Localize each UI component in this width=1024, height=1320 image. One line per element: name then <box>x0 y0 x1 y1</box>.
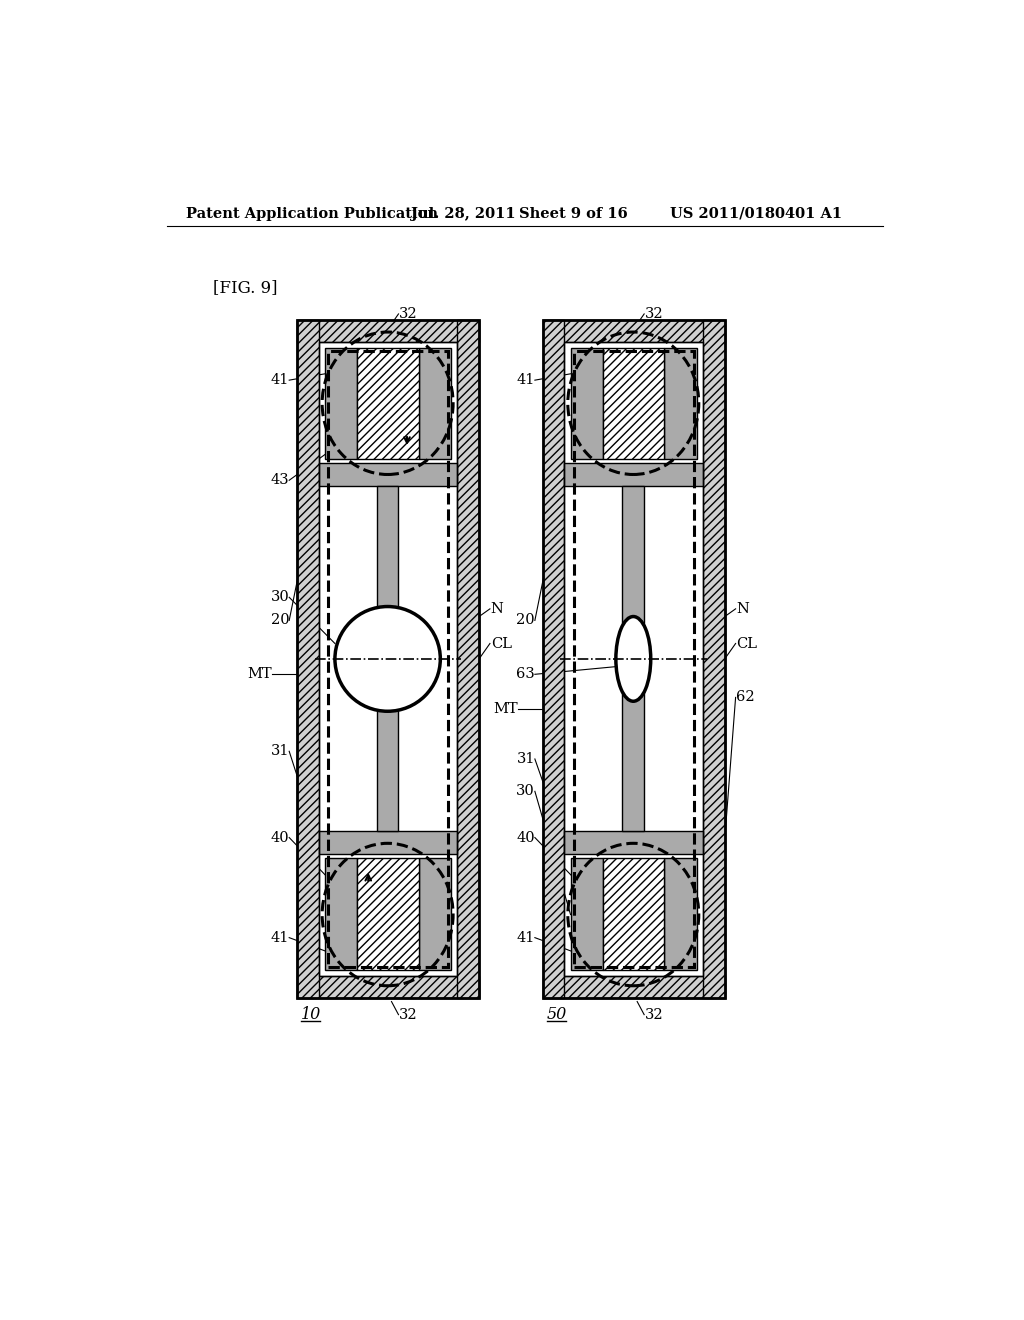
Bar <box>297 321 479 342</box>
Text: 40: 40 <box>270 830 289 845</box>
Bar <box>458 321 479 998</box>
Text: 40: 40 <box>516 830 535 845</box>
Text: Sheet 9 of 16: Sheet 9 of 16 <box>519 207 628 220</box>
Text: 10: 10 <box>301 1006 322 1023</box>
Text: MT: MT <box>248 668 272 681</box>
Bar <box>325 858 357 970</box>
Text: [FIG. 9]: [FIG. 9] <box>213 280 278 296</box>
Text: 62: 62 <box>736 690 755 705</box>
Bar <box>543 321 725 342</box>
Text: 41: 41 <box>516 931 535 945</box>
Bar <box>357 858 419 970</box>
Text: 41: 41 <box>516 374 535 387</box>
Text: N: N <box>490 602 504 616</box>
Text: 20: 20 <box>516 614 535 627</box>
Bar <box>573 351 693 966</box>
Text: 43: 43 <box>270 474 289 487</box>
Bar <box>665 858 697 970</box>
Bar <box>703 321 725 998</box>
Bar <box>665 348 697 459</box>
Text: 32: 32 <box>399 308 418 321</box>
Bar <box>564 342 703 977</box>
Bar <box>325 348 357 459</box>
Bar <box>318 463 458 487</box>
Text: 31: 31 <box>516 752 535 766</box>
Bar <box>328 351 449 966</box>
Bar <box>603 858 665 970</box>
Bar <box>623 487 644 832</box>
Bar <box>570 348 603 459</box>
Text: N: N <box>736 602 750 616</box>
Text: Patent Application Publication: Patent Application Publication <box>186 207 438 220</box>
Bar <box>543 977 725 998</box>
Circle shape <box>335 607 440 711</box>
Bar <box>564 463 703 487</box>
Bar <box>603 348 665 459</box>
Bar <box>564 342 703 977</box>
Text: 32: 32 <box>399 1007 418 1022</box>
Bar <box>318 342 458 977</box>
Text: CL: CL <box>490 636 512 651</box>
Text: Jul. 28, 2011: Jul. 28, 2011 <box>411 207 515 220</box>
Bar <box>318 342 458 977</box>
Bar <box>357 348 419 459</box>
Text: 41: 41 <box>270 931 289 945</box>
Bar <box>419 348 452 459</box>
Text: 30: 30 <box>270 590 289 605</box>
Bar <box>297 977 479 998</box>
Bar <box>419 858 452 970</box>
Bar <box>564 832 703 854</box>
Bar <box>543 321 564 998</box>
Bar <box>297 321 479 998</box>
Text: 63: 63 <box>516 668 535 681</box>
Text: 50: 50 <box>547 1006 566 1023</box>
Text: 41: 41 <box>270 374 289 387</box>
Bar <box>543 321 725 998</box>
Bar <box>570 858 603 970</box>
Text: 20: 20 <box>270 614 289 627</box>
Bar <box>318 832 458 854</box>
Text: CL: CL <box>736 636 758 651</box>
Text: 32: 32 <box>645 308 664 321</box>
Text: 31: 31 <box>270 744 289 758</box>
Text: 30: 30 <box>516 784 535 799</box>
Text: 32: 32 <box>645 1007 664 1022</box>
Text: US 2011/0180401 A1: US 2011/0180401 A1 <box>671 207 843 220</box>
Ellipse shape <box>615 616 650 701</box>
Bar <box>377 487 398 832</box>
Text: MT: MT <box>494 702 518 715</box>
Bar <box>297 321 318 998</box>
